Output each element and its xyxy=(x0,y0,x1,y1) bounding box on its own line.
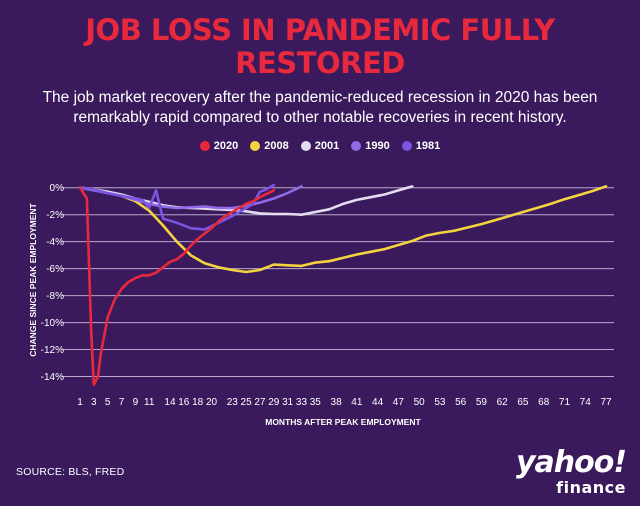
y-tick-label: -10% xyxy=(41,318,64,329)
chart-legend: 2020 2008 2001 1990 1981 xyxy=(0,140,640,152)
legend-swatch xyxy=(300,141,311,151)
y-tick-label: -6% xyxy=(46,264,64,275)
series-line-2001 xyxy=(78,185,414,216)
x-tick-label: 56 xyxy=(455,397,467,408)
x-tick-label: 5 xyxy=(105,397,111,408)
series-lines xyxy=(78,183,608,386)
x-tick-label: 20 xyxy=(206,397,218,408)
legend-swatch xyxy=(199,141,210,151)
chart-subtitle: The job market recovery after the pandem… xyxy=(42,89,598,126)
chart-title-line2: RESTORED xyxy=(235,46,405,80)
x-tick-label: 62 xyxy=(497,397,509,408)
x-tick-label: 25 xyxy=(241,397,253,408)
x-tick-label: 18 xyxy=(192,397,204,408)
grid-lines xyxy=(62,187,614,378)
legend-swatch xyxy=(250,141,261,151)
legend-label: 2001 xyxy=(314,140,340,152)
y-tick-label: 0% xyxy=(50,183,65,194)
legend-label: 2008 xyxy=(264,140,289,152)
legend-item-2008: 2008 xyxy=(250,140,289,152)
y-tick-label: -8% xyxy=(46,291,64,302)
x-tick-label: 74 xyxy=(580,397,592,408)
brand-wordmark: yahoo! xyxy=(515,445,627,480)
legend-item-2020: 2020 xyxy=(199,140,239,152)
x-tick-label: 50 xyxy=(414,397,426,408)
x-tick-label: 53 xyxy=(434,397,446,408)
series-line-1981 xyxy=(78,183,276,231)
x-tick-label: 33 xyxy=(296,397,308,408)
brand-sub: finance xyxy=(556,478,626,497)
y-tick-label: -12% xyxy=(41,345,64,356)
y-tick-label: -2% xyxy=(46,210,64,221)
x-tick-label: 38 xyxy=(331,397,343,408)
x-tick-label: 31 xyxy=(282,397,294,408)
y-axis-label: CHANGE SINCE PEAK EMPLOYMENT xyxy=(28,202,38,356)
x-tick-label: 7 xyxy=(119,397,125,408)
x-tick-label: 11 xyxy=(144,397,155,408)
legend-label: 1981 xyxy=(415,140,441,152)
x-tick-label: 9 xyxy=(133,397,139,408)
x-tick-label: 59 xyxy=(476,397,488,408)
chart-title-line1: JOB LOSS IN PANDEMIC FULLY xyxy=(85,13,555,47)
series-line-2020 xyxy=(78,186,276,386)
legend-label: 1990 xyxy=(365,140,390,152)
x-tick-label: 44 xyxy=(372,397,384,408)
legend-swatch xyxy=(401,141,412,151)
legend-item-1981: 1981 xyxy=(401,140,441,152)
x-tick-label: 65 xyxy=(517,397,529,408)
x-tick-label: 14 xyxy=(164,397,176,408)
legend-label: 2020 xyxy=(213,140,239,152)
x-tick-label: 27 xyxy=(254,397,266,408)
x-axis-label: MONTHS AFTER PEAK EMPLOYMENT xyxy=(265,417,421,427)
chart-title: JOB LOSS IN PANDEMIC FULLY RESTORED xyxy=(0,14,640,80)
yahoo-finance-logo: yahoo! finance xyxy=(515,445,627,497)
x-tick-label: 1 xyxy=(77,397,83,408)
legend-item-2001: 2001 xyxy=(300,140,340,152)
source-note: SOURCE: BLS, FRED xyxy=(16,466,125,478)
x-tick-label: 16 xyxy=(178,397,190,408)
x-tick-label: 41 xyxy=(351,397,363,408)
y-tick-label: -14% xyxy=(41,372,64,383)
x-tick-label: 47 xyxy=(393,397,405,408)
x-tick-label: 71 xyxy=(559,397,571,408)
x-tick-label: 23 xyxy=(227,397,239,408)
y-tick-label: -4% xyxy=(46,237,64,248)
x-tick-label: 35 xyxy=(310,397,322,408)
legend-swatch xyxy=(351,141,362,151)
series-line-2008 xyxy=(78,185,608,274)
x-tick-label: 77 xyxy=(600,397,612,408)
axis-ticks: 0%-2%-4%-6%-8%-10%-12%-14%1 3 5 7 9 11 14 16 18 2… xyxy=(41,183,612,408)
x-tick-label: 68 xyxy=(538,397,550,408)
legend-item-1990: 1990 xyxy=(351,140,390,152)
x-tick-label: 3 xyxy=(91,397,97,408)
x-tick-label: 29 xyxy=(268,397,280,408)
